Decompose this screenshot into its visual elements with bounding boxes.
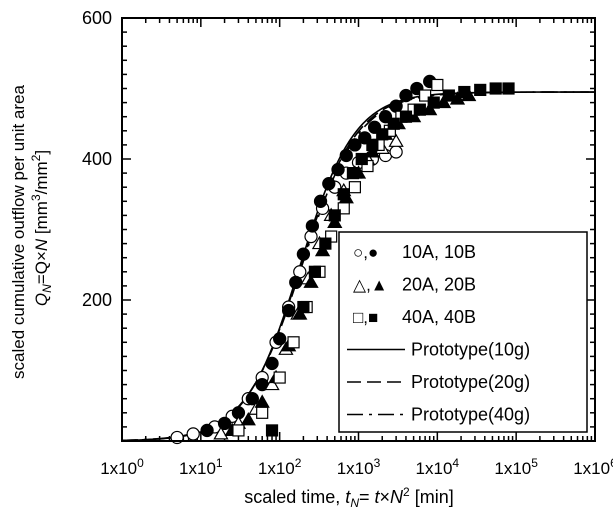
point-40b [489,82,502,95]
y-tick-label: 400 [82,149,112,169]
point-40b [328,209,341,222]
point-40b [355,152,368,166]
point-20b [314,242,331,257]
point-40b [337,188,350,201]
point-40b [387,117,400,130]
point-10b [322,177,336,191]
x-tick-label: 1x104 [416,456,460,478]
point-40b [366,138,379,151]
point-40a [287,336,300,349]
point-40a [337,202,350,215]
legend-symbols: ○,● [353,243,378,262]
point-20a [213,426,229,440]
legend-label: Prototype(20g) [411,372,530,392]
legend-label: 40A, 40B [402,307,476,327]
x-tick-label: 1x103 [337,456,381,478]
point-10a [389,145,403,159]
point-10b [289,275,303,290]
point-10b [281,303,296,318]
point-40b [346,167,360,180]
point-40a [431,78,444,92]
point-20b [435,94,452,109]
point-20a [264,376,280,391]
point-10b [399,88,413,103]
x-tick-label: 1x102 [258,456,302,478]
point-40a [348,181,361,194]
point-40b [427,96,440,109]
x-tick-label: 1x105 [494,456,538,478]
point-40b [399,110,413,123]
point-40a [232,424,245,437]
curve-prototype-40g- [121,91,595,442]
point-20a [388,133,404,147]
point-20b [303,274,319,288]
y-axis-label-line2: QN=Q×N [mm3/mm2] [29,150,54,306]
point-40a [256,406,269,419]
point-40b [265,424,279,437]
axis-tick-labels: 1x100 1x101 1x102 1x103 1x104 1x105 1x106 200 40… [82,8,613,478]
point-10b [305,219,320,233]
point-10b [273,332,287,346]
legend: ○,● 10A, 10B △,▲ 20A, 20B □,■ 40A, 40B Prototy… [338,231,588,433]
curve-prototype-20g- [121,91,596,442]
x-tick-label: 1x100 [100,456,144,478]
x-tick-label: 1x106 [573,456,613,478]
point-20b [292,306,308,320]
point-40b [502,82,515,95]
y-axis-label: scaled cumulative outflow per unit area … [9,85,54,379]
point-10b [389,99,403,113]
x-axis-label-text: scaled time, tN= t×N2 [min] [244,485,453,510]
point-20b [327,214,343,228]
point-40b [413,103,426,116]
x-tick-label: 1x101 [179,456,223,478]
legend-label: Prototype(10g) [411,340,530,360]
point-40b [458,85,471,99]
legend-symbols: □,■ [353,308,378,327]
point-40a [419,89,432,102]
y-axis-label-line1: scaled cumulative outflow per unit area [9,85,28,379]
point-10b [331,162,345,177]
x-axis-label: scaled time, tN= t×N2 [min] [244,485,453,510]
point-40a [273,371,286,384]
point-10a [186,427,200,441]
y-tick-label: 600 [82,8,112,28]
point-10b [339,148,353,163]
point-10b [313,194,328,208]
point-20b [422,101,438,116]
legend-symbols: △,▲ [353,276,388,295]
legend-label: Prototype(40g) [411,405,530,425]
legend-label: 10A, 10B [402,242,476,262]
plot-frame [121,17,596,442]
point-10b [245,392,259,406]
point-40b [297,300,310,314]
legend-box [338,231,588,433]
point-40b [376,128,389,141]
point-10b [217,416,232,431]
point-10b [200,423,214,438]
point-20b [364,144,381,158]
point-40b [319,237,332,250]
point-10b [296,247,311,261]
y-tick-label: 200 [82,290,112,310]
point-10b [348,138,362,152]
point-10b [265,356,279,371]
point-40b [442,89,455,102]
legend-label: 20A, 20B [402,275,476,295]
point-40b [474,83,487,97]
point-20b [240,412,256,426]
data-points [170,74,515,445]
point-40b [308,265,322,278]
